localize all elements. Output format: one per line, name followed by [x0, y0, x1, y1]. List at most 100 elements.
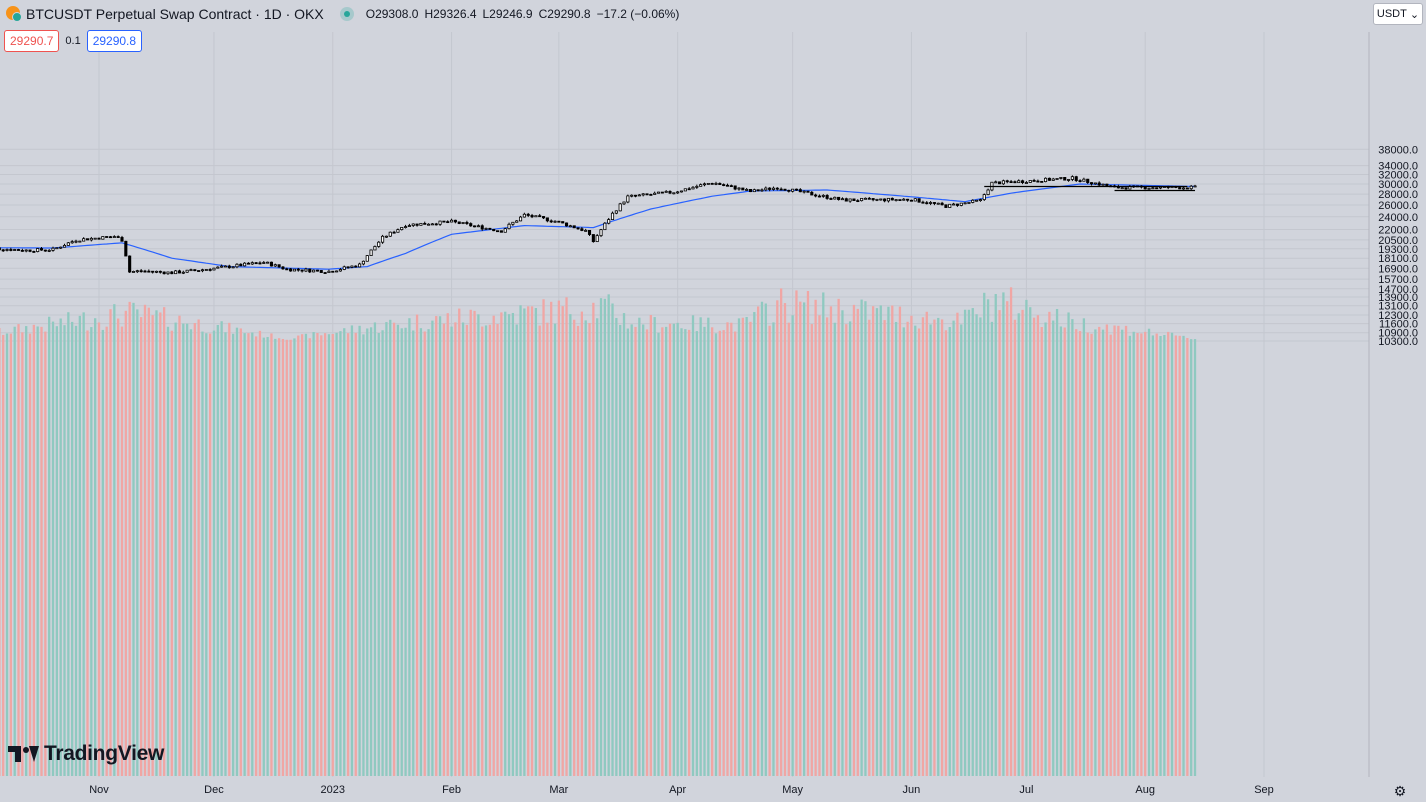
- candle-body: [614, 210, 618, 214]
- price-axis[interactable]: 38000.0 34000.032000.030000.028000.026000…: [1378, 144, 1418, 348]
- candle-body: [227, 265, 231, 269]
- volume-bar: [1063, 327, 1066, 776]
- volume-bar: [1040, 327, 1043, 776]
- candle-body: [254, 262, 258, 265]
- volume-bar: [36, 326, 39, 776]
- candle-body: [1093, 182, 1097, 185]
- volume-bar: [412, 330, 415, 776]
- candle-body: [591, 234, 595, 243]
- candle-body: [361, 260, 365, 265]
- candle-body: [549, 220, 553, 223]
- candle-body: [1124, 187, 1128, 190]
- volume-bar: [745, 316, 748, 776]
- settings-gear-icon[interactable]: ⚙: [1393, 783, 1407, 799]
- candle-body: [453, 219, 457, 223]
- volume-bar: [155, 310, 158, 776]
- candle-body: [32, 250, 36, 253]
- volume-bar: [707, 317, 710, 776]
- time-tick-label: Sep: [1254, 784, 1274, 796]
- volume-bar: [810, 324, 813, 776]
- candle-body: [223, 265, 228, 268]
- volume-bar: [615, 317, 618, 776]
- candle-body: [93, 237, 97, 240]
- candle-body: [1032, 180, 1036, 182]
- candle-body: [768, 187, 772, 190]
- candle-body: [97, 237, 101, 240]
- volume-bar: [948, 327, 951, 776]
- candle-body: [902, 198, 906, 201]
- price-tick-label: 16900.0: [1378, 263, 1418, 275]
- volume-bar: [423, 331, 426, 776]
- price-tick-label: 34000.0: [1378, 161, 1418, 173]
- volume-bar: [550, 301, 553, 776]
- sell-button[interactable]: 29290.7: [4, 30, 60, 52]
- time-axis[interactable]: Nov Dec 2023 Feb Mar Apr May Jun Jul Aug Sep: [89, 784, 1274, 796]
- candle-body: [139, 270, 143, 273]
- candle-body: [1055, 178, 1059, 180]
- volume-bar: [580, 311, 584, 776]
- candle-body: [572, 225, 576, 229]
- price-tick-label: 12300.0: [1378, 310, 1418, 322]
- volume-bar: [925, 311, 928, 776]
- candle-body: [1097, 182, 1101, 186]
- volume-bar: [527, 306, 530, 776]
- candle-body: [963, 202, 967, 205]
- candle-body: [327, 270, 331, 274]
- support-lines[interactable]: [984, 185, 1196, 192]
- candle-body: [967, 202, 971, 204]
- volume-bar: [90, 327, 93, 776]
- candle-body: [595, 235, 599, 243]
- candle-body: [108, 236, 113, 239]
- volume-bar: [67, 312, 70, 776]
- volume-bar: [603, 298, 607, 776]
- volume-bar: [408, 318, 411, 776]
- volume-bar: [86, 330, 89, 776]
- candle-body: [28, 249, 32, 252]
- volume-bar: [504, 311, 507, 776]
- volume-bar: [963, 309, 967, 776]
- candle-body: [580, 228, 584, 231]
- volume-bar: [998, 310, 1001, 776]
- volume-bar: [971, 308, 974, 776]
- volume-bar: [538, 325, 541, 776]
- volume-bar: [488, 324, 492, 776]
- open-value: O29308.0: [365, 7, 419, 21]
- volume-bar: [21, 332, 24, 776]
- volume-bar: [864, 301, 867, 776]
- volume-bar: [967, 309, 971, 776]
- volume-bar: [427, 329, 430, 776]
- volume-bar: [94, 318, 97, 776]
- candle-body: [59, 246, 63, 249]
- candle-body: [120, 237, 124, 242]
- candle-body: [587, 229, 592, 235]
- volume-bar: [469, 309, 472, 776]
- tradingview-logo[interactable]: TradingView: [8, 742, 164, 766]
- volume-bar: [1124, 325, 1128, 776]
- volume-bar: [741, 317, 744, 776]
- candle-body: [676, 191, 680, 194]
- buy-button[interactable]: 29290.8: [86, 30, 143, 52]
- symbol-title[interactable]: BTCUSDT Perpetual Swap Contract · 1D · O…: [26, 6, 324, 22]
- candle-body: [1185, 187, 1189, 190]
- volume-bar: [829, 306, 833, 776]
- candle-body: [1036, 180, 1040, 183]
- volume-bar: [979, 317, 982, 776]
- candle-body: [975, 199, 979, 202]
- candle-body: [771, 187, 776, 190]
- volume-bar: [1082, 318, 1086, 776]
- candle-body: [220, 265, 224, 268]
- candle-body: [1024, 182, 1028, 184]
- volume-bar: [684, 329, 687, 776]
- candle-body: [994, 181, 998, 184]
- candle-body: [47, 250, 51, 252]
- candle-body: [285, 268, 289, 271]
- volume-bar: [910, 315, 913, 776]
- chevron-down-icon: ⌄: [1409, 8, 1420, 21]
- close-value: C29290.8: [538, 7, 591, 21]
- candle-body: [473, 225, 477, 228]
- currency-select[interactable]: USDT ⌄: [1373, 3, 1423, 25]
- candle-body: [381, 235, 385, 243]
- volume-bar: [1006, 301, 1009, 776]
- candle-body: [622, 201, 626, 205]
